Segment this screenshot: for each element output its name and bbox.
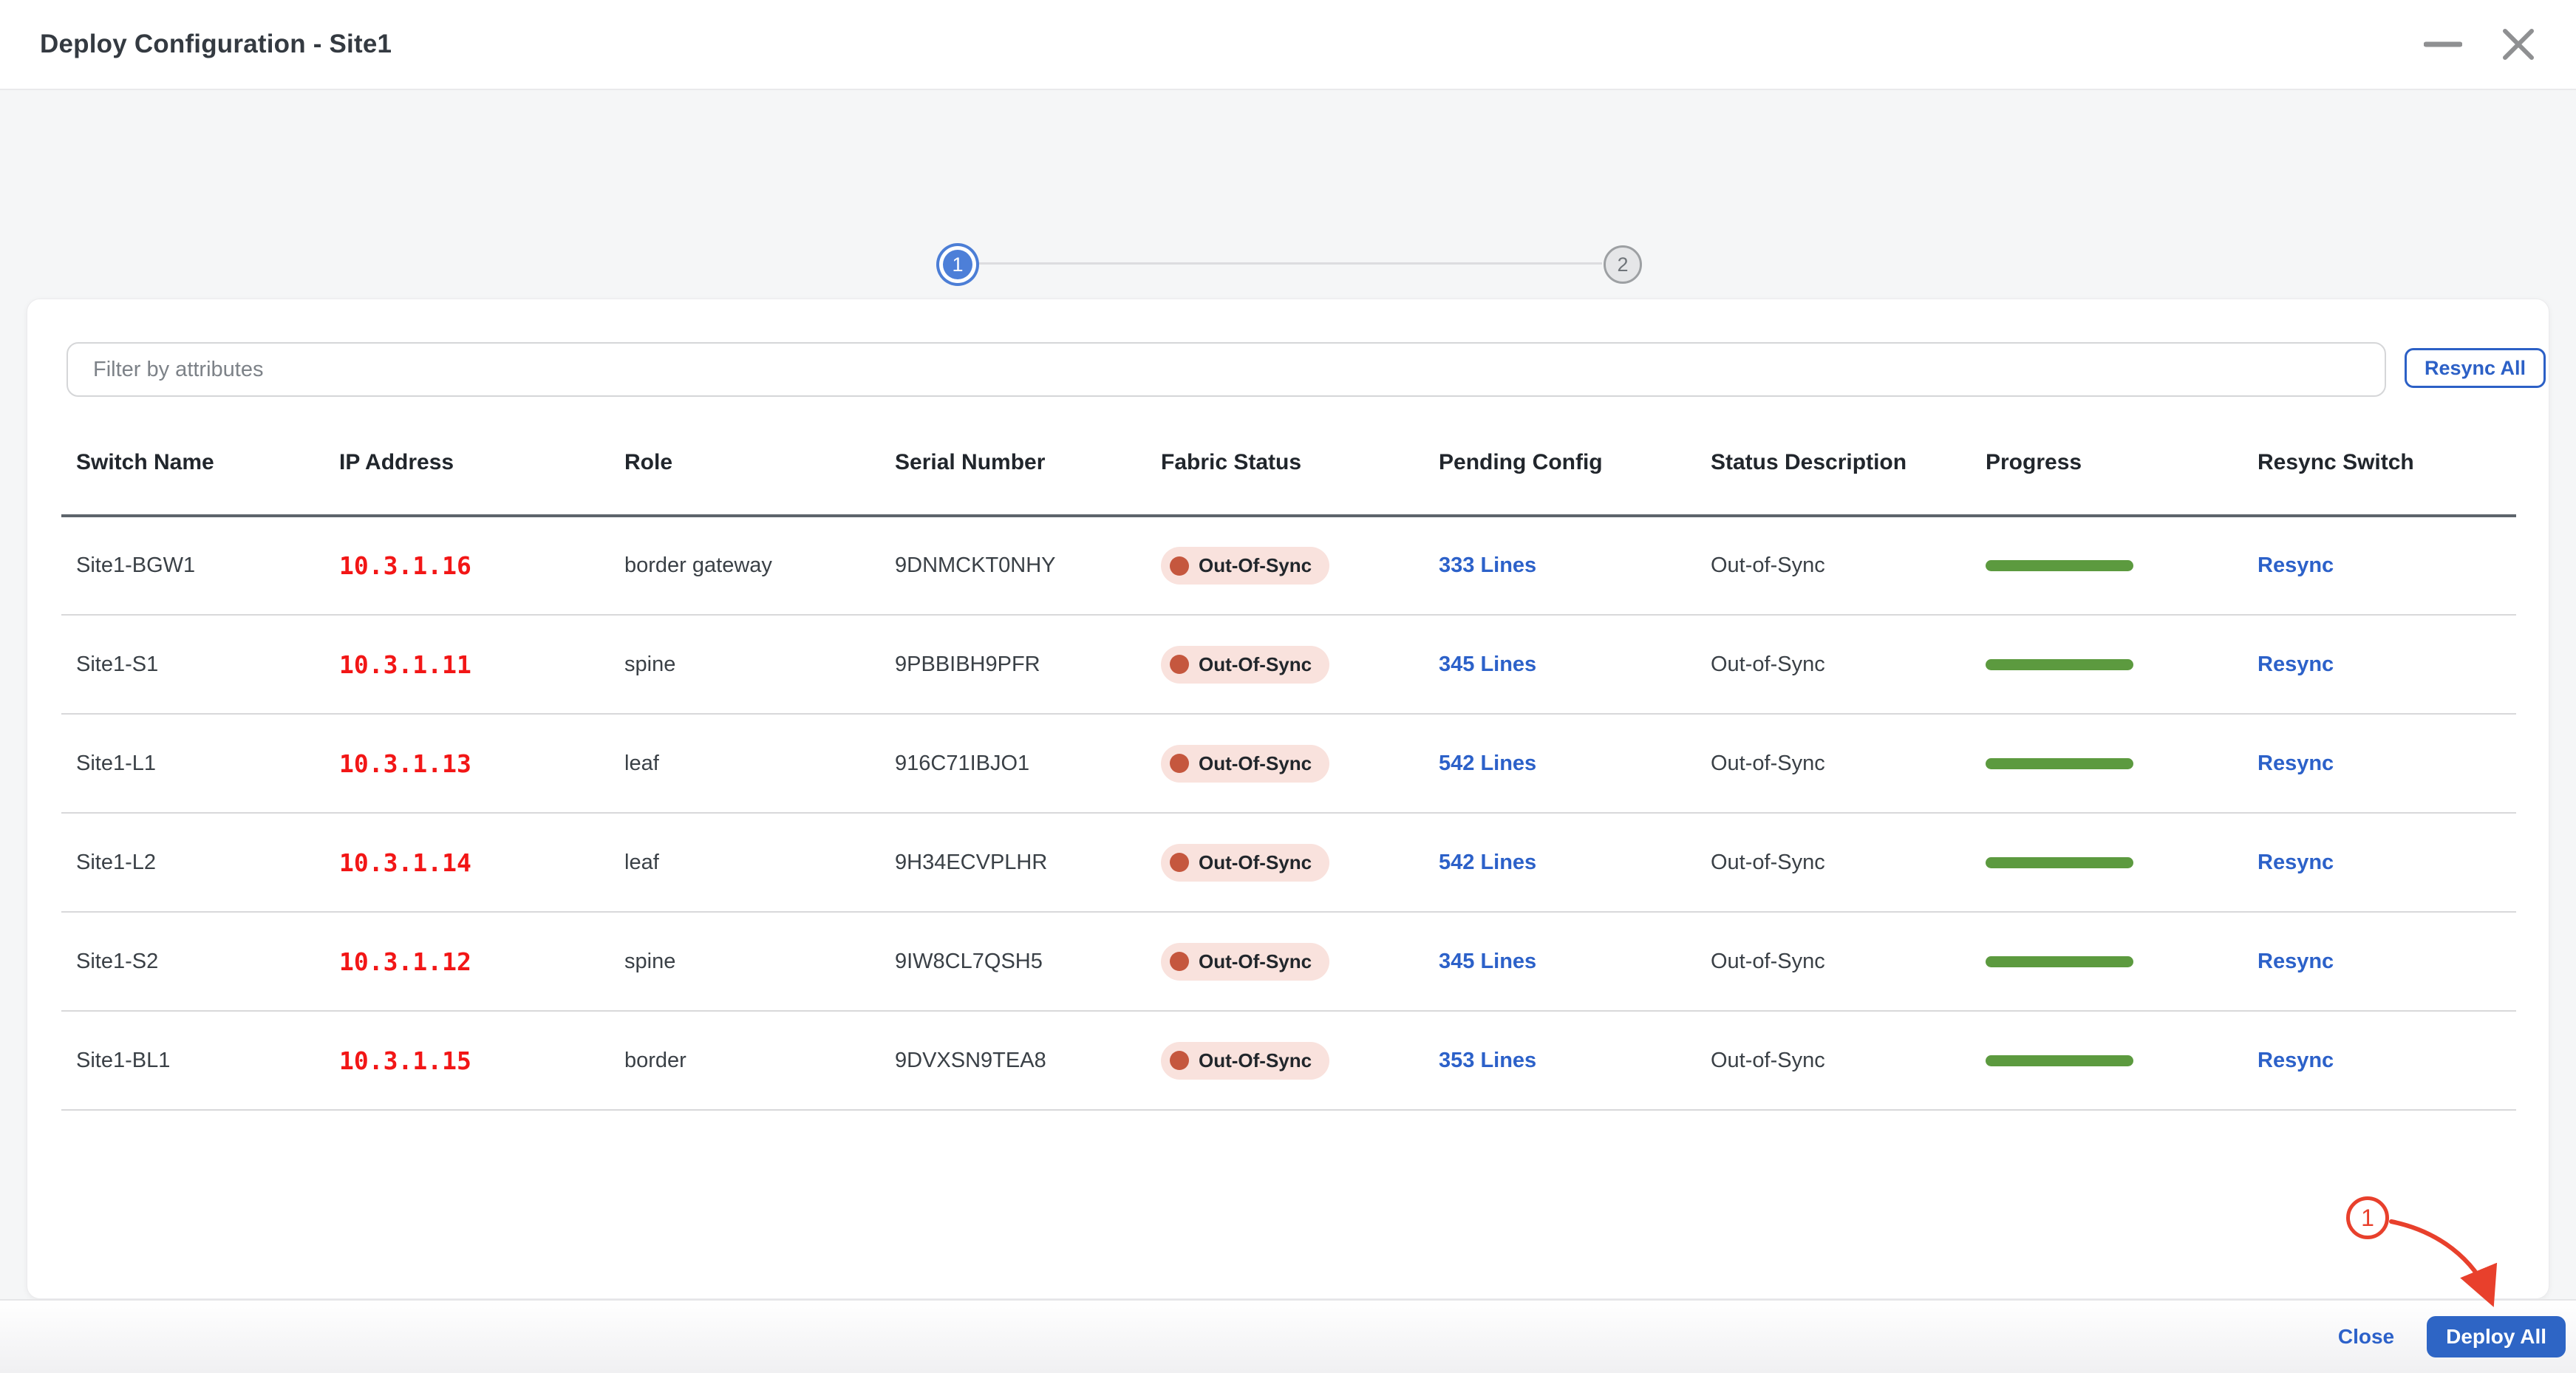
table-header-row: Switch Name IP Address Role Serial Numbe… [61, 410, 2516, 517]
column-header-pending-config: Pending Config [1424, 410, 1696, 517]
resync-link[interactable]: Resync [2258, 949, 2334, 973]
minimize-icon[interactable] [2424, 41, 2462, 48]
switch-name-cell: Site1-L2 [61, 813, 324, 913]
step-1-indicator[interactable]: 1 [943, 250, 972, 279]
column-header-role: Role [610, 410, 880, 517]
resync-link[interactable]: Resync [2258, 553, 2334, 577]
out-of-sync-dot-icon [1170, 853, 1189, 872]
fabric-status-badge: Out-Of-Sync [1161, 744, 1330, 783]
resync-all-button[interactable]: Resync All [2405, 348, 2546, 388]
resync-link[interactable]: Resync [2258, 850, 2334, 874]
column-header-ip-address: IP Address [324, 410, 610, 517]
status-description-cell: Out-of-Sync [1696, 516, 1971, 616]
fabric-status-badge: Out-Of-Sync [1161, 1041, 1330, 1080]
ip-address-cell: 10.3.1.13 [324, 714, 610, 814]
table-row: Site1-BL1 10.3.1.15 border 9DVXSN9TEA8 O… [61, 1011, 2516, 1111]
filter-input[interactable] [67, 342, 2386, 397]
role-cell: spine [610, 615, 880, 715]
progress-bar [1986, 560, 2133, 571]
dialog-footer: Close Deploy All [0, 1299, 2576, 1373]
resync-link[interactable]: Resync [2258, 751, 2334, 775]
stepper-connector [974, 262, 1602, 265]
pending-config-link[interactable]: 542 Lines [1439, 850, 1537, 874]
serial-number-cell: 9H34ECVPLHR [880, 813, 1146, 913]
switch-name-cell: Site1-L1 [61, 714, 324, 814]
switch-name-cell: Site1-S2 [61, 912, 324, 1012]
column-header-status-description: Status Description [1696, 410, 1971, 517]
ip-address-cell: 10.3.1.11 [324, 615, 610, 715]
out-of-sync-dot-icon [1170, 952, 1189, 971]
annotation-arrow-icon [2389, 1219, 2498, 1307]
pending-config-link[interactable]: 345 Lines [1439, 949, 1537, 973]
ip-address-cell: 10.3.1.15 [324, 1011, 610, 1111]
role-cell: leaf [610, 813, 880, 913]
table-row: Site1-L2 10.3.1.14 leaf 9H34ECVPLHR Out-… [61, 813, 2516, 913]
role-cell: border [610, 1011, 880, 1111]
out-of-sync-dot-icon [1170, 1051, 1189, 1070]
out-of-sync-dot-icon [1170, 655, 1189, 674]
dialog-title: Deploy Configuration - Site1 [40, 30, 392, 58]
table-row: Site1-L1 10.3.1.13 leaf 916C71IBJO1 Out-… [61, 714, 2516, 814]
ip-address-cell: 10.3.1.16 [324, 516, 610, 616]
ip-address-cell: 10.3.1.14 [324, 813, 610, 913]
status-description-cell: Out-of-Sync [1696, 714, 1971, 814]
role-cell: leaf [610, 714, 880, 814]
progress-bar [1986, 1055, 2133, 1066]
stepper: 1 2 Config Preview Deploy Progress [0, 90, 2576, 329]
serial-number-cell: 9IW8CL7QSH5 [880, 912, 1146, 1012]
switch-table: Switch Name IP Address Role Serial Numbe… [61, 410, 2516, 1111]
fabric-status-badge: Out-Of-Sync [1161, 547, 1330, 585]
serial-number-cell: 9DNMCKT0NHY [880, 516, 1146, 616]
table-row: Site1-S1 10.3.1.11 spine 9PBBIBH9PFR Out… [61, 615, 2516, 715]
close-button[interactable]: Close [2337, 1325, 2395, 1348]
pending-config-link[interactable]: 333 Lines [1439, 553, 1537, 577]
resync-link[interactable]: Resync [2258, 1048, 2334, 1072]
pending-config-link[interactable]: 345 Lines [1439, 652, 1537, 676]
role-cell: border gateway [610, 516, 880, 616]
fabric-status-badge: Out-Of-Sync [1161, 645, 1330, 684]
table-row: Site1-BGW1 10.3.1.16 border gateway 9DNM… [61, 516, 2516, 616]
dialog-titlebar: Deploy Configuration - Site1 [0, 0, 2576, 90]
out-of-sync-dot-icon [1170, 754, 1189, 773]
progress-bar [1986, 757, 2133, 769]
deploy-all-button[interactable]: Deploy All [2427, 1316, 2566, 1357]
switch-name-cell: Site1-BGW1 [61, 516, 324, 616]
window-controls [2424, 27, 2536, 62]
close-icon[interactable] [2501, 27, 2536, 62]
column-header-resync-switch: Resync Switch [2243, 410, 2516, 517]
role-cell: spine [610, 912, 880, 1012]
status-description-cell: Out-of-Sync [1696, 912, 1971, 1012]
fabric-status-badge: Out-Of-Sync [1161, 942, 1330, 981]
annotation-step-circle: 1 [2346, 1196, 2389, 1239]
ip-address-cell: 10.3.1.12 [324, 912, 610, 1012]
serial-number-cell: 916C71IBJO1 [880, 714, 1146, 814]
status-description-cell: Out-of-Sync [1696, 615, 1971, 715]
progress-bar [1986, 658, 2133, 670]
pending-config-link[interactable]: 353 Lines [1439, 1048, 1537, 1072]
status-description-cell: Out-of-Sync [1696, 1011, 1971, 1111]
status-description-cell: Out-of-Sync [1696, 813, 1971, 913]
progress-bar [1986, 955, 2133, 967]
column-header-progress: Progress [1971, 410, 2243, 517]
column-header-serial-number: Serial Number [880, 410, 1146, 517]
serial-number-cell: 9PBBIBH9PFR [880, 615, 1146, 715]
config-preview-card: Resync All Switch Name IP Address Role S… [27, 299, 2549, 1299]
resync-link[interactable]: Resync [2258, 652, 2334, 676]
column-header-fabric-status: Fabric Status [1146, 410, 1424, 517]
switch-name-cell: Site1-BL1 [61, 1011, 324, 1111]
step-2-indicator[interactable]: 2 [1604, 245, 1642, 284]
serial-number-cell: 9DVXSN9TEA8 [880, 1011, 1146, 1111]
pending-config-link[interactable]: 542 Lines [1439, 751, 1537, 775]
switch-name-cell: Site1-S1 [61, 615, 324, 715]
table-row: Site1-S2 10.3.1.12 spine 9IW8CL7QSH5 Out… [61, 912, 2516, 1012]
out-of-sync-dot-icon [1170, 556, 1189, 576]
progress-bar [1986, 856, 2133, 868]
column-header-switch-name: Switch Name [61, 410, 324, 517]
fabric-status-badge: Out-Of-Sync [1161, 843, 1330, 882]
